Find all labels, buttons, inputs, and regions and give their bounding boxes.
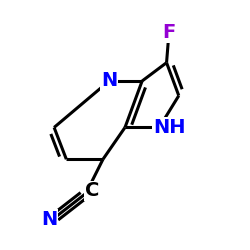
Text: F: F — [162, 22, 176, 42]
Text: N: N — [101, 72, 117, 90]
Text: N: N — [41, 210, 57, 229]
Text: C: C — [85, 182, 99, 201]
Text: NH: NH — [153, 118, 185, 137]
